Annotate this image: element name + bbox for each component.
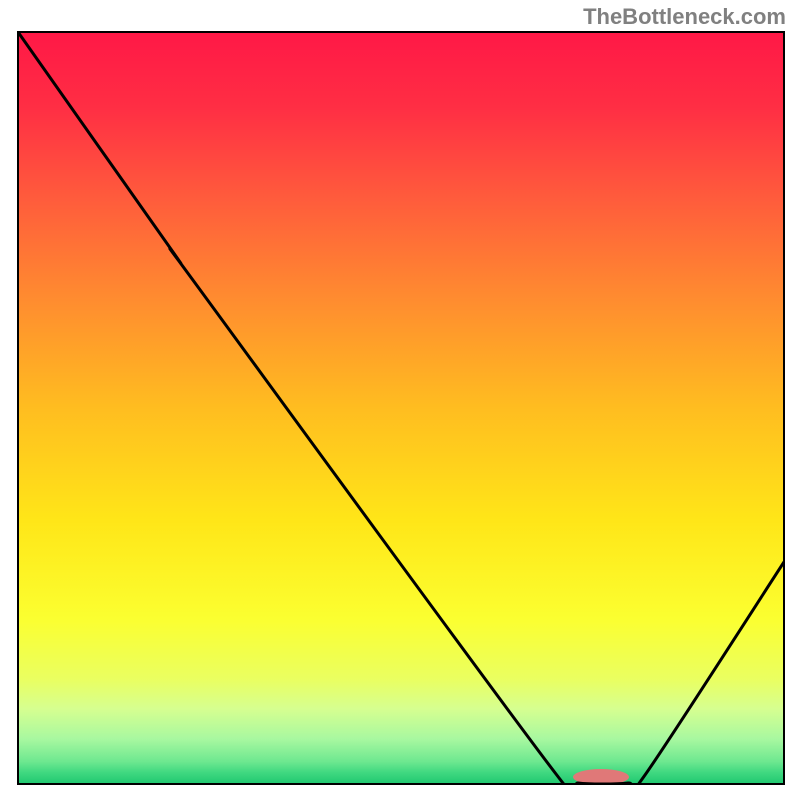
chart-container: TheBottleneck.com bbox=[0, 0, 800, 800]
watermark-text: TheBottleneck.com bbox=[583, 4, 786, 30]
plot-background bbox=[18, 32, 784, 784]
bottleneck-chart bbox=[0, 0, 800, 800]
